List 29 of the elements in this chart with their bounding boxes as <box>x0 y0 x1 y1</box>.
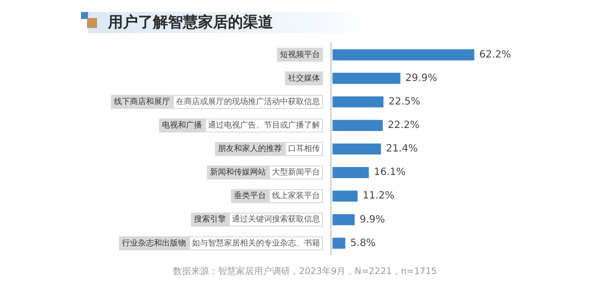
bar <box>332 72 400 84</box>
data-label: 21.4% <box>386 144 418 155</box>
data-label: 22.2% <box>388 120 420 132</box>
y-tick-label: 新闻和传媒网站 大型新闻平台 <box>210 168 320 177</box>
data-label: 5.8% <box>350 238 376 249</box>
data-label: 9.9% <box>360 214 386 226</box>
data-label: 11.2% <box>362 190 394 202</box>
y-tick-label: 短视频平台 <box>280 50 320 59</box>
bar <box>332 143 381 155</box>
data-label: 29.9% <box>405 72 438 84</box>
y-tick-label: 搜索引擎 通过关键词搜索获取信息 <box>194 214 320 224</box>
bar <box>332 214 355 226</box>
bar <box>332 120 383 131</box>
y-tick-label: 行业杂志和出版物 如与智慧家居相关的专业杂志、书籍 <box>122 238 320 248</box>
y-tick-label: 线下商店和展厅 在商店或展厅的现场推广活动中获取信息 <box>114 96 320 106</box>
text: 用户了解智慧家居的渠道 <box>108 12 273 33</box>
bar <box>332 167 369 178</box>
data-label: 22.5% <box>388 96 420 108</box>
bar <box>332 96 384 108</box>
y-tick-label: 朋友和家人的推荐 口耳相传 <box>218 144 320 154</box>
data-label: 16.1% <box>374 167 406 178</box>
bar <box>332 190 358 202</box>
bar <box>332 49 474 60</box>
y-tick-label: 电视和广播 通过电视广告、节目或广播了解 <box>162 120 320 130</box>
y-tick-label: 社交媒体 <box>288 73 320 82</box>
bar <box>332 238 346 249</box>
data-label: 62.2% <box>479 49 512 60</box>
source-note: 数据来源：智慧家居用户调研，2023年9月，N=2221，n=1715 <box>172 266 438 278</box>
y-tick-label: 垂类平台 线上家装平台 <box>234 191 320 200</box>
